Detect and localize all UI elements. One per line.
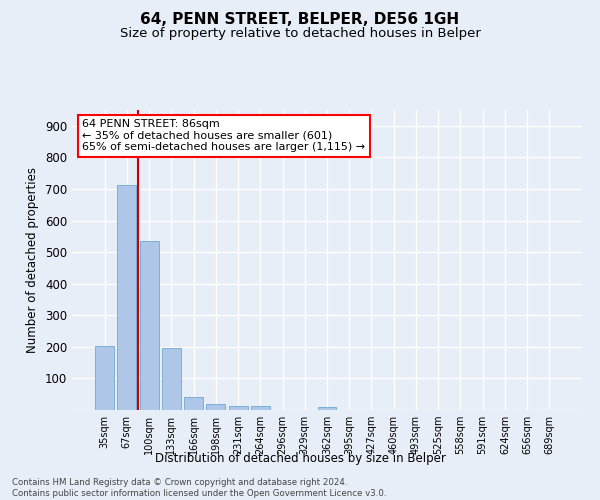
Bar [118,184,136,410]
Bar [317,407,337,410]
Text: Contains HM Land Registry data © Crown copyright and database right 2024.
Contai: Contains HM Land Registry data © Crown c… [12,478,386,498]
Bar [140,241,158,410]
Bar [95,346,114,410]
Bar [162,348,181,410]
Y-axis label: Number of detached properties: Number of detached properties [26,167,40,353]
Bar [229,406,248,410]
Text: 64 PENN STREET: 86sqm
← 35% of detached houses are smaller (601)
65% of semi-det: 64 PENN STREET: 86sqm ← 35% of detached … [82,119,365,152]
Text: Distribution of detached houses by size in Belper: Distribution of detached houses by size … [155,452,445,465]
Text: Size of property relative to detached houses in Belper: Size of property relative to detached ho… [119,28,481,40]
Bar [206,404,225,410]
Text: 64, PENN STREET, BELPER, DE56 1GH: 64, PENN STREET, BELPER, DE56 1GH [140,12,460,28]
Bar [184,396,203,410]
Bar [251,406,270,410]
